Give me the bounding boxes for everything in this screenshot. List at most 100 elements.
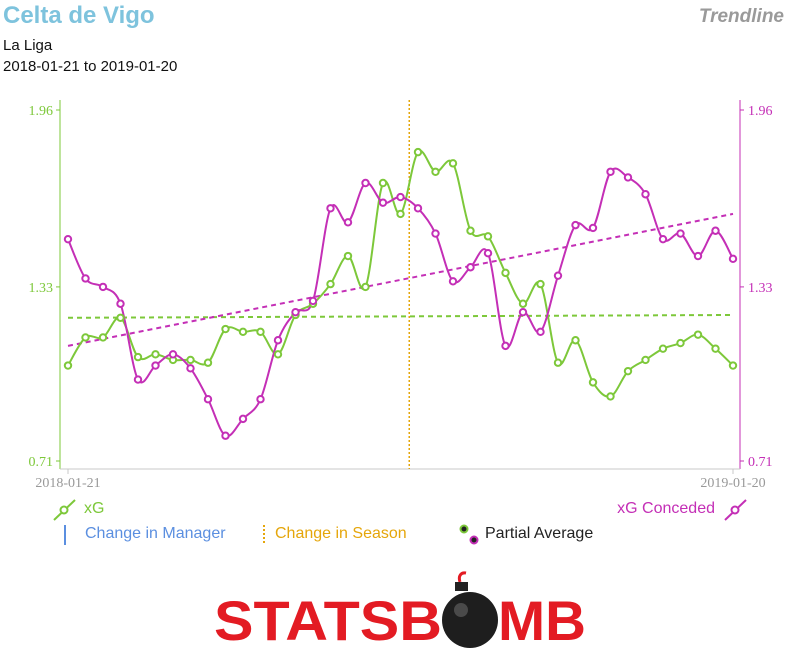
xg-point [483,232,493,241]
xg-point [343,251,353,261]
xga-point [326,204,335,213]
xg-point [98,333,108,342]
xga-point [81,274,90,283]
xg-point [133,352,143,362]
xg-point [623,366,633,376]
xga-point [518,307,528,317]
logo-text-b: MB [498,589,586,650]
xg-point [431,167,440,176]
right-tick-label: 1.33 [748,281,773,296]
xg-point [378,178,388,188]
xga-trend-line [67,212,734,347]
xga-point [711,226,720,235]
right-tick-label: 1.96 [748,104,773,119]
xga-point [343,218,353,227]
xg-point [518,299,528,308]
statsbomb-logo: STATSB MB [214,571,586,650]
legend-manager-label: Change in Manager [85,525,226,542]
xga-point [396,192,405,202]
xg-point [203,358,213,367]
xg-point [63,361,73,370]
xg-point [81,333,90,342]
xga-point [571,220,580,230]
xg-point [186,355,195,365]
xg-point [448,159,458,168]
xg-point [676,338,685,348]
legend-xg-icon [53,499,76,521]
xga-point [466,263,475,272]
xg-point [501,268,510,278]
xga-point [501,341,510,351]
legend-partial-label: Partial Average [485,525,594,542]
xg-trend-line [67,313,734,319]
xg-point [588,378,598,387]
xga-point [186,364,195,373]
xg-point [221,324,230,334]
legend-season-label: Change in Season [275,525,407,542]
xga-point [658,234,668,244]
page-title: Celta de Vigo [3,2,155,29]
xg-point [116,313,125,322]
legend-xga-label: xG Conceded [617,500,715,517]
xg-point [658,344,668,353]
xga-point [676,229,685,238]
xga-point [63,234,73,244]
trend-lines [67,212,734,347]
series-points [63,147,738,440]
xg-point [536,279,545,289]
xga-point [623,173,633,182]
xga-point [588,223,598,233]
xg-point [553,358,563,367]
league-label: La Liga [3,37,53,54]
xga-point [308,296,318,306]
xg-point [396,209,405,219]
xg-point [641,355,650,365]
xg-series-line [67,149,734,398]
xga-point [168,350,178,359]
legend-xga-icon [724,499,747,521]
xga-point [728,254,738,264]
left-tick-label: 1.96 [29,104,54,119]
logo-text-a: STATSB [214,589,442,650]
xga-point [273,336,283,345]
left-tick-label: 0.71 [29,455,54,470]
trendline-tag: Trendline [698,6,784,27]
legend-xg-label: xG [84,500,105,517]
xga-point [116,299,125,308]
x-end-label: 2019-01-20 [700,476,765,491]
left-tick-label: 1.33 [29,281,54,296]
xg-point [606,392,615,401]
xg-point [151,350,160,359]
xga-point [641,190,650,199]
xga-point [133,375,143,384]
xg-point [571,336,580,345]
xga-point [431,229,440,238]
xg-point [273,350,283,359]
xga-point [378,198,388,207]
xga-point [238,414,248,424]
xga-point [693,251,703,261]
xg-point [711,344,720,353]
xg-point [326,279,335,289]
xga-point [448,277,458,286]
xga-point [98,282,108,292]
xg-point [256,327,265,337]
x-start-label: 2018-01-21 [35,476,100,491]
xga-point [413,204,423,213]
xg-point [728,361,738,370]
xg-point [238,327,248,337]
xga-series-line [67,167,734,438]
xga-point [606,167,615,176]
xga-point [483,249,493,258]
xga-point [221,431,230,440]
axes: 0.71 1.33 1.96 0.71 1.33 1.96 2018-01-21 2019-0… [29,100,773,491]
xga-point [151,361,160,370]
legend-partial-icon [459,524,479,545]
date-range-label: 2018-01-21 to 2019-01-20 [3,58,178,75]
xg-point [413,147,423,157]
xga-point [536,327,545,337]
xga-point [553,271,563,280]
bomb-icon [442,571,498,648]
xga-point [361,178,370,188]
